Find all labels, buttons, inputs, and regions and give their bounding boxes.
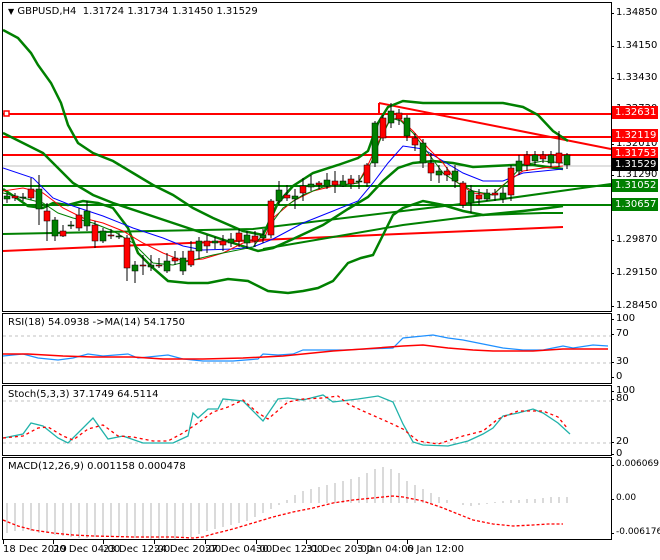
bollinger-middle — [3, 131, 564, 253]
time-tick: 23 Dec 12:00 — [103, 540, 171, 555]
price-tick: 1.29150 — [610, 267, 658, 278]
macd-tick: -0.006176 — [610, 527, 660, 537]
price-tick: 1.28450 — [610, 300, 658, 311]
price-tick: 1.33430 — [610, 72, 658, 83]
time-tick: 20 Dec 04:00 — [53, 540, 121, 555]
time-tick: 18 Dec 2019 — [3, 540, 67, 555]
macd-axis: 0.006069 0.00 -0.006176 — [610, 457, 660, 540]
price-label-support-2: 1.30657 — [612, 198, 658, 211]
stoch-tick: 20 — [611, 436, 629, 447]
price-tick: 1.34150 — [610, 40, 658, 51]
price-label-resistance-3: 1.31753 — [612, 147, 658, 160]
time-tick: 27 Dec 04:00 — [205, 540, 273, 555]
bollinger-lower — [3, 187, 564, 295]
rsi-canvas — [3, 334, 611, 364]
rsi-tick: 30 — [611, 356, 629, 367]
rsi-ma-line — [3, 344, 608, 360]
stochastic-canvas — [3, 394, 611, 447]
price-tick: 1.32010 — [610, 138, 658, 149]
symbol-label: GBPUSD,H4 — [17, 6, 77, 17]
macd-pane[interactable]: MACD(12,26,9) 0.001158 0.000478 — [2, 457, 612, 540]
ma-slow-blue — [3, 145, 564, 251]
rising-green-trendline-1 — [3, 183, 611, 235]
stochastic-pane[interactable]: Stoch(5,3,3) 37.1749 64.5114 — [2, 385, 612, 456]
time-tick: 6 Jan 12:00 — [407, 540, 464, 555]
macd-signal-line — [3, 495, 563, 539]
rsi-pane[interactable]: RSI(18) 54.0938 ->MA(14) 54.1750 — [2, 313, 612, 384]
macd-title: MACD(12,26,9) 0.001158 0.000478 — [8, 461, 186, 472]
stoch-main-line — [3, 394, 571, 447]
chart-title: ▼ GBPUSD,H4 1.31724 1.31734 1.31450 1.31… — [8, 6, 258, 17]
price-label-resistance-2: 1.32119 — [612, 129, 658, 142]
time-tick: 30 Dec 12:00 — [256, 540, 324, 555]
price-tick: 1.29870 — [610, 234, 658, 245]
stochastic-axis: 100 80 20 0 — [610, 385, 660, 459]
time-tick: 31 Dec 20:00 — [306, 540, 374, 555]
macd-tick: 0.00 — [610, 493, 637, 503]
rsi-title: RSI(18) 54.0938 ->MA(14) 54.1750 — [8, 317, 185, 328]
collapse-triangle-icon[interactable]: ▼ — [8, 7, 15, 16]
price-label-current: 1.31529 — [612, 158, 658, 171]
price-tick: 1.34850 — [610, 7, 658, 18]
macd-histogram — [6, 467, 568, 539]
price-chart-canvas — [3, 28, 611, 295]
time-axis[interactable]: 18 Dec 2019 20 Dec 04:00 23 Dec 12:00 24… — [2, 540, 612, 560]
macd-canvas — [3, 467, 568, 539]
stoch-tick: 100 — [610, 385, 636, 396]
rsi-tick: 100 — [610, 313, 636, 324]
stoch-tick: 80 — [611, 393, 629, 404]
rsi-axis: 100 70 30 0 — [610, 313, 660, 384]
price-label-resistance-1: 1.32631 — [612, 106, 658, 119]
long-red-trendline — [3, 226, 564, 252]
rsi-line — [3, 334, 609, 362]
candlestick-series — [3, 103, 571, 283]
price-chart-pane[interactable]: ▼ GBPUSD,H4 1.31724 1.31734 1.31450 1.31… — [2, 2, 612, 312]
price-label-support-1: 1.31052 — [612, 179, 658, 192]
rsi-tick: 70 — [611, 328, 629, 339]
rsi-tick: 0 — [610, 371, 623, 382]
stoch-tick: 0 — [610, 448, 623, 459]
macd-tick: 0.006069 — [611, 459, 659, 469]
descending-trendline — [378, 102, 611, 150]
ohlc-values: 1.31724 1.31734 1.31450 1.31529 — [82, 6, 258, 17]
price-tick: 1.31290 — [610, 169, 658, 180]
stochastic-title: Stoch(5,3,3) 37.1749 64.5114 — [8, 389, 159, 400]
time-tick: 24 Dec 20:00 — [154, 540, 222, 555]
time-tick: 3 Jan 04:00 — [357, 540, 414, 555]
stoch-signal-line — [3, 395, 569, 445]
